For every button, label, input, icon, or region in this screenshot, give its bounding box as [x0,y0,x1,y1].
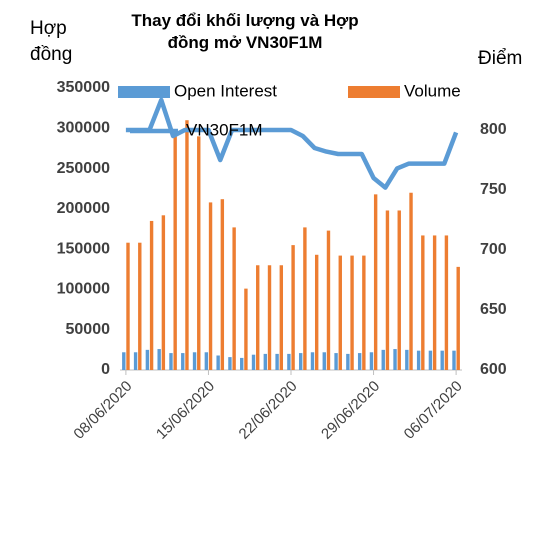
bar [256,265,260,370]
legend-label: Open Interest [174,81,277,100]
x-tick-label: 06/07/2020 [401,378,466,443]
y2-tick-label: 800 [480,121,507,138]
bar [220,199,225,370]
bar [444,235,449,370]
bar [228,357,232,370]
bar [362,255,366,370]
legend-swatch [118,86,170,98]
bar [157,349,161,370]
bar [432,235,437,370]
bar [133,352,138,370]
bar [240,357,244,370]
bar [173,132,177,370]
x-tick-label: 15/06/2020 [153,378,218,443]
bar [122,352,126,370]
y2-tick-label: 750 [480,181,507,198]
y2-tick-label: 600 [480,361,507,378]
x-tick-label: 29/06/2020 [318,378,383,443]
bar [405,349,409,370]
line [125,97,459,190]
x-tick-label: 08/06/2020 [70,378,135,443]
bar [334,353,338,370]
bar [369,352,374,370]
bar [244,288,248,370]
bar [428,350,433,370]
bar [204,352,209,370]
bar [161,215,166,370]
bar [287,353,291,370]
bar [275,353,279,370]
bar [385,210,390,370]
bar [263,353,268,370]
bar [267,265,272,370]
x-tick-label: 22/06/2020 [236,378,301,443]
bar [456,266,460,370]
bar [373,194,378,370]
bar [421,235,425,370]
bar [303,227,307,370]
legend-label: Volume [404,81,461,100]
bar [346,353,350,370]
bar [279,265,284,370]
bar [149,220,154,370]
bar [350,255,354,370]
bar [322,352,326,370]
bar [338,255,342,370]
chart-title: Thay đổi khối lượng và Hợp đồng mở VN30F… [131,11,359,52]
y-tick-label: 100000 [57,281,110,298]
bar [291,245,295,370]
legend-label: VN30F1M [186,120,263,139]
bar [216,355,220,370]
y-axis-title: Hợp đồng [30,18,73,65]
bar [298,353,303,370]
y-tick-label: 250000 [57,160,110,177]
y-tick-label: 350000 [57,79,110,96]
legend-swatch [348,86,400,98]
bar [181,353,185,370]
bar [393,349,397,370]
bar [326,230,331,370]
bar [208,202,213,370]
bar [251,354,256,370]
y-tick-label: 300000 [57,120,110,137]
bar [185,120,189,370]
bar [138,242,142,370]
y-tick-label: 0 [101,361,110,378]
bar [357,353,362,370]
bar [310,352,315,370]
y2-axis-title: Điểm [478,48,523,69]
bar [126,242,130,370]
bar [409,192,413,370]
bar [416,350,421,370]
y-tick-label: 50000 [66,321,111,338]
bar [381,349,385,370]
bar [314,254,319,370]
y-tick-label: 200000 [57,200,110,217]
bar [452,350,456,370]
bar [197,136,201,370]
y-tick-label: 150000 [57,240,110,257]
bar [192,352,197,370]
y2-tick-label: 650 [480,301,507,318]
y2-tick-label: 700 [480,241,507,258]
bar [232,227,236,370]
bar [397,210,401,370]
bar [440,350,444,370]
bar [145,349,150,370]
bar [169,353,173,370]
